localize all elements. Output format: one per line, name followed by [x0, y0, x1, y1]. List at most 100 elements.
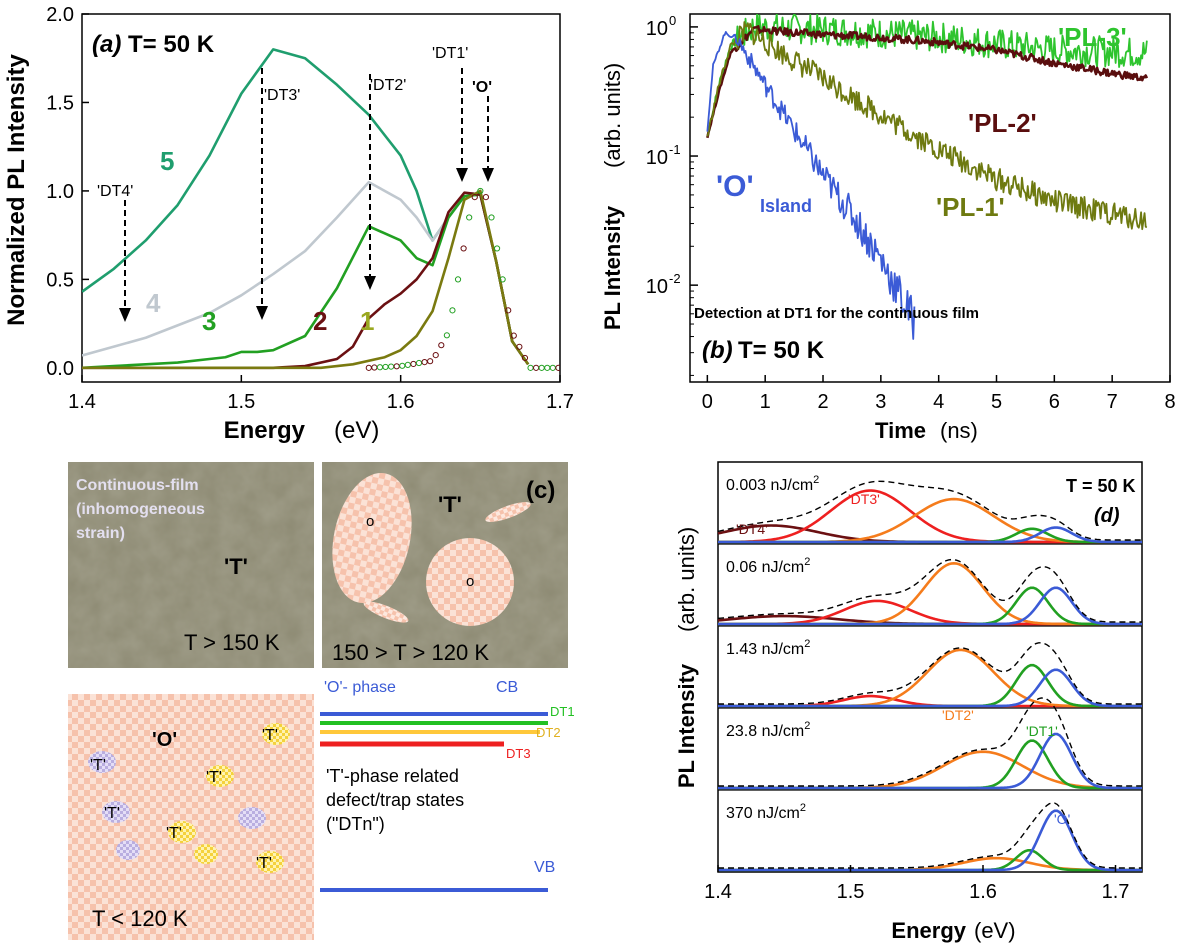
o-marker — [393, 363, 400, 370]
plot-area-d — [717, 461, 1143, 873]
o-marker — [493, 245, 501, 252]
y-axis-label-a: Normalized PL Intensity — [3, 54, 30, 326]
peak-label-dt3: 'DT3' — [848, 491, 880, 507]
svg-text:'T': 'T' — [206, 769, 222, 786]
o-marker — [549, 364, 556, 371]
svg-text:Island: Island — [760, 196, 812, 216]
x-tick-label-b-6: 6 — [1049, 391, 1060, 413]
svg-text:DT2: DT2 — [536, 725, 561, 740]
o-marker — [415, 359, 423, 367]
fluence-label-4: 370 nJ/cm2 — [726, 802, 806, 822]
sum-line-0 — [717, 480, 1143, 541]
peak-label-o: 'O' — [1054, 811, 1070, 827]
annotation-dt4: 'DT4' — [97, 183, 133, 322]
svg-text:150 > T > 120 K: 150 > T > 120 K — [332, 640, 489, 665]
o-marker — [499, 276, 506, 283]
series-label-pl1: 'PL-1' — [936, 192, 1005, 222]
title-a: T= 50 K — [128, 31, 215, 58]
svg-text:DT3: DT3 — [506, 746, 531, 761]
o-marker — [443, 332, 450, 339]
y-tick-label-b-2: 10 — [646, 276, 668, 298]
svg-text:o: o — [366, 513, 374, 530]
series-line-a-3 — [82, 193, 530, 370]
y-axis-label-b: PL Intensity (arb. units) — [600, 63, 625, 330]
sum-line-2 — [718, 642, 1143, 705]
x-tick-label-a-2: 1.6 — [387, 391, 415, 413]
sum-line-3 — [718, 697, 1143, 787]
x-tick-label-b-0: 0 — [702, 391, 713, 413]
o-marker — [432, 352, 439, 359]
o-marker — [488, 214, 495, 221]
svg-text:'T': 'T' — [224, 554, 248, 579]
y-tick-exp-b-0: 0 — [669, 13, 676, 28]
series-label-1: 1 — [360, 306, 374, 336]
svg-text:Continuous-film: Continuous-film — [76, 477, 199, 494]
x-axis-label-b: Time — [875, 418, 926, 443]
chart-a: 1.4 1.5 1.6 1.7 0.0 0.5 1.0 1.5 2.0 (a) T= 50 K… — [3, 4, 574, 444]
sum-line-4 — [718, 802, 1143, 869]
o-marker — [410, 360, 417, 368]
sum-line-1 — [717, 558, 1143, 623]
peak-line-0-4 — [718, 526, 1143, 544]
peak-label-dt1: 'DT1' — [1026, 723, 1058, 739]
panel-label-d: (d) — [1094, 505, 1120, 527]
series-label-pl3: 'PL-3' — [1058, 22, 1127, 52]
x-ticks-a: 1.4 1.5 1.6 1.7 — [68, 375, 574, 413]
peak-line-2-2 — [718, 648, 1143, 708]
fluence-label-2: 1.43 nJ/cm2 — [726, 638, 810, 658]
series-group-b — [706, 14, 1149, 340]
y-axis-label-d: PL Intensity (arb. units) — [674, 527, 699, 788]
x-tick-label-d-0: 1.4 — [704, 881, 732, 903]
o-marker — [538, 364, 545, 371]
o-marker — [544, 364, 551, 371]
peak-line-4-4 — [718, 809, 1143, 872]
o-marker — [421, 358, 428, 366]
o-marker — [376, 364, 384, 371]
x-axis-label-d: Energy — [891, 918, 966, 943]
series-line-b-1 — [706, 25, 1149, 139]
annotation-dt3: 'DT3' — [256, 68, 300, 320]
x-tick-label-d-1: 1.5 — [837, 881, 865, 903]
o-marker — [466, 214, 473, 221]
o-marker — [404, 361, 411, 368]
y-ticks-a: 0.0 0.5 1.0 1.5 2.0 — [46, 4, 89, 380]
x-tick-label-d-2: 1.6 — [969, 881, 997, 903]
o-marker — [388, 363, 395, 370]
annotation-dt2: 'DT2' — [364, 74, 406, 290]
svg-text:'O': 'O' — [472, 79, 492, 96]
svg-text:VB: VB — [534, 859, 555, 876]
x-ticks-d: 1.4 1.5 1.6 1.7 — [704, 865, 1129, 903]
svg-text:'T': 'T' — [90, 757, 106, 774]
y-tick-label-b-1: 10 — [646, 147, 668, 169]
peak-line-3-4 — [718, 732, 1143, 790]
svg-text:'T'-phase related: 'T'-phase related — [326, 766, 459, 786]
svg-text:'DT1': 'DT1' — [432, 45, 468, 62]
x-tick-label-a-1: 1.5 — [227, 391, 255, 413]
y-tick-exp-b-2: -2 — [669, 271, 681, 286]
photo-mixed-phase: o o 'T' (c) 150 > T > 120 K — [322, 462, 568, 668]
svg-text:'T': 'T' — [256, 855, 272, 872]
svg-text:o: o — [466, 573, 474, 590]
o-marker — [460, 245, 467, 252]
o-marker — [399, 362, 406, 369]
o-marker — [471, 194, 478, 201]
svg-text:'DT3': 'DT3' — [264, 87, 300, 104]
svg-text:(arb. units): (arb. units) — [600, 63, 625, 168]
o-marker — [365, 364, 372, 371]
series-label-o-island: 'O' Island — [716, 170, 812, 216]
x-tick-label-b-4: 4 — [933, 391, 944, 413]
x-axis-unit-b: (ns) — [940, 418, 978, 443]
y-tick-label-a-3: 1.5 — [46, 92, 74, 114]
svg-text:T < 120 K: T < 120 K — [92, 906, 188, 931]
peak-line-2-3 — [718, 663, 1142, 708]
photo-continuous-film: Continuous-film (inhomogeneous strain) '… — [68, 462, 314, 668]
x-axis-label-a: Energy — [224, 417, 306, 444]
series-label-5: 5 — [160, 146, 174, 176]
svg-text:'DT2': 'DT2' — [370, 77, 406, 94]
peak-line-2-4 — [718, 668, 1143, 708]
plot-area-a — [81, 13, 561, 383]
svg-text:(arb. units): (arb. units) — [674, 527, 699, 632]
